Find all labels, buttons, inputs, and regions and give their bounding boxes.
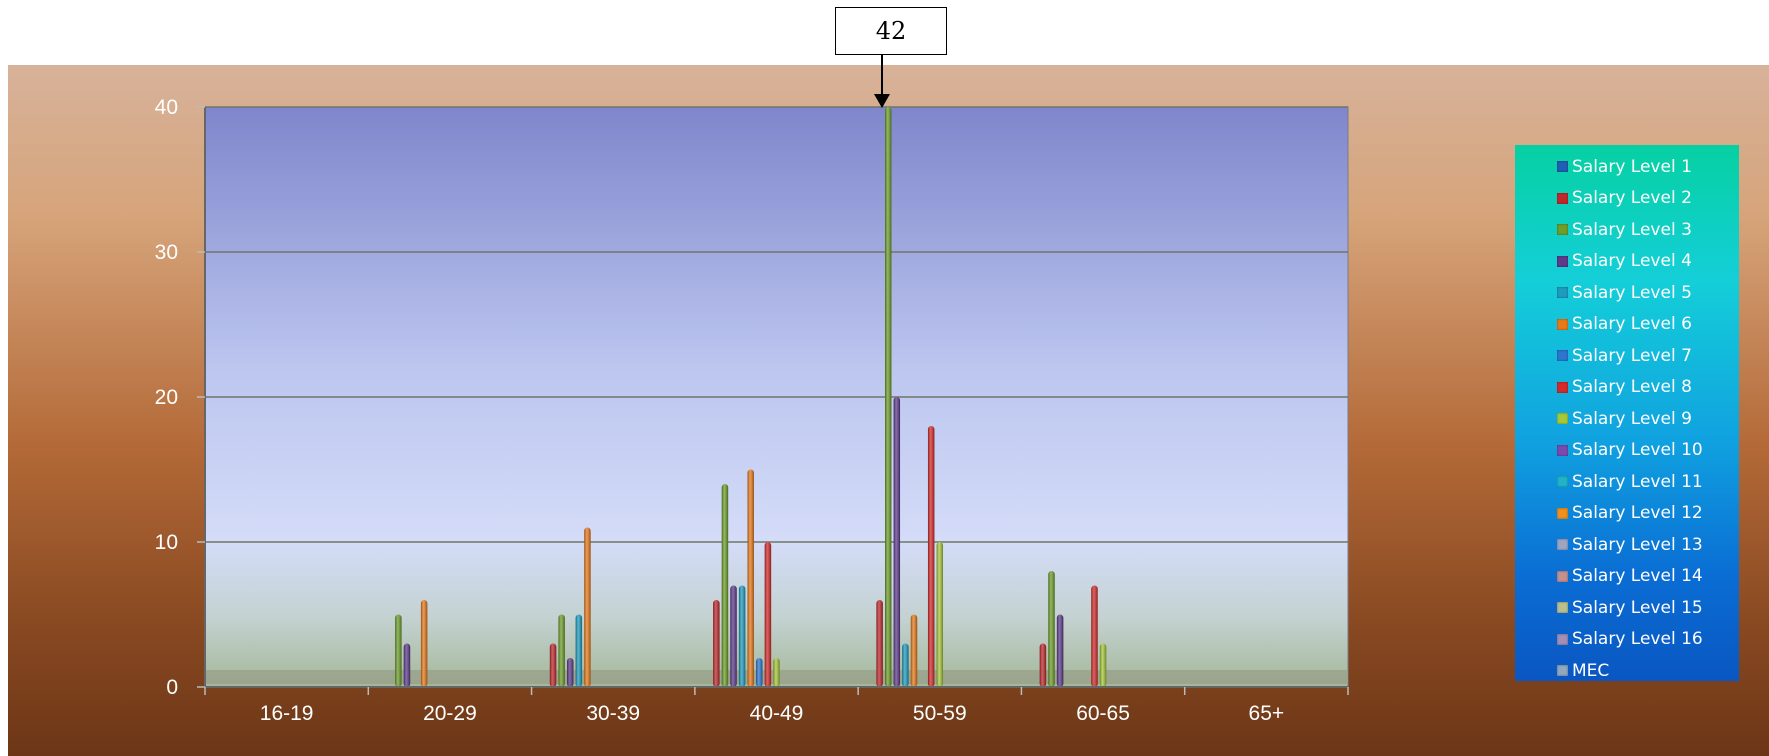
- x-tick-label: 50-59: [913, 702, 967, 725]
- y-tick-label: 20: [155, 386, 178, 409]
- x-tick-label: 60-65: [1076, 702, 1130, 725]
- legend-item: Salary Level 1: [1515, 151, 1739, 183]
- bar: [722, 484, 728, 687]
- legend-swatch: [1557, 445, 1568, 456]
- legend-item: Salary Level 6: [1515, 309, 1739, 341]
- legend-label: MEC: [1572, 661, 1609, 681]
- bar: [928, 426, 934, 687]
- bar: [911, 615, 917, 688]
- legend-swatch: [1557, 634, 1568, 645]
- legend-swatch: [1557, 571, 1568, 582]
- bar: [730, 586, 736, 688]
- y-tick-label: 30: [155, 241, 178, 264]
- legend-swatch: [1557, 193, 1568, 204]
- legend-label: Salary Level 6: [1572, 314, 1692, 334]
- legend-item: Salary Level 3: [1515, 214, 1739, 246]
- legend-label: Salary Level 15: [1572, 598, 1703, 618]
- bar: [567, 658, 573, 687]
- legend-swatch: [1557, 350, 1568, 361]
- legend-label: Salary Level 1: [1572, 157, 1692, 177]
- legend-label: Salary Level 2: [1572, 188, 1692, 208]
- bar: [937, 542, 943, 687]
- legend-item: Salary Level 13: [1515, 529, 1739, 561]
- legend-swatch: [1557, 287, 1568, 298]
- legend-label: Salary Level 13: [1572, 535, 1703, 555]
- legend-label: Salary Level 3: [1572, 220, 1692, 240]
- bar: [404, 644, 410, 688]
- legend-label: Salary Level 9: [1572, 409, 1692, 429]
- legend-swatch: [1557, 476, 1568, 487]
- legend-label: Salary Level 16: [1572, 629, 1703, 649]
- x-tick-label: 40-49: [750, 702, 804, 725]
- value-callout: 42: [835, 7, 947, 55]
- bar: [1048, 571, 1054, 687]
- legend-label: Salary Level 11: [1572, 472, 1703, 492]
- y-tick-label: 40: [155, 96, 178, 119]
- x-tick-label: 20-29: [423, 702, 477, 725]
- bar: [739, 586, 745, 688]
- legend-label: Salary Level 8: [1572, 377, 1692, 397]
- legend-item: MEC: [1515, 655, 1739, 687]
- legend-item: Salary Level 4: [1515, 246, 1739, 278]
- bar: [885, 107, 891, 687]
- bar: [584, 528, 590, 688]
- callout-arrow-head: [874, 94, 890, 108]
- legend-swatch: [1557, 508, 1568, 519]
- legend-label: Salary Level 10: [1572, 440, 1703, 460]
- legend-swatch: [1557, 602, 1568, 613]
- y-tick-label: 10: [155, 531, 178, 554]
- legend-item: Salary Level 11: [1515, 466, 1739, 498]
- bar: [1057, 615, 1063, 688]
- bar: [902, 644, 908, 688]
- bar: [1100, 644, 1106, 688]
- callout-value: 42: [876, 17, 907, 45]
- legend-item: Salary Level 14: [1515, 561, 1739, 593]
- bar: [765, 542, 771, 687]
- legend-swatch: [1557, 161, 1568, 172]
- legend-item: Salary Level 2: [1515, 183, 1739, 215]
- bar: [395, 615, 401, 688]
- legend-swatch: [1557, 319, 1568, 330]
- bar: [713, 600, 719, 687]
- bar: [894, 397, 900, 687]
- legend-item: Salary Level 12: [1515, 498, 1739, 530]
- legend-item: Salary Level 10: [1515, 435, 1739, 467]
- bar: [747, 470, 753, 688]
- legend-item: Salary Level 5: [1515, 277, 1739, 309]
- legend-item: Salary Level 9: [1515, 403, 1739, 435]
- bar: [1040, 644, 1046, 688]
- legend-label: Salary Level 5: [1572, 283, 1692, 303]
- legend-swatch: [1557, 224, 1568, 235]
- legend-label: Salary Level 7: [1572, 346, 1692, 366]
- bar: [773, 658, 779, 687]
- legend-label: Salary Level 12: [1572, 503, 1703, 523]
- legend-label: Salary Level 4: [1572, 251, 1692, 271]
- legend-swatch: [1557, 665, 1568, 676]
- legend-label: Salary Level 14: [1572, 566, 1703, 586]
- x-tick-label: 16-19: [260, 702, 314, 725]
- bar: [550, 644, 556, 688]
- legend-item: Salary Level 8: [1515, 372, 1739, 404]
- bar: [576, 615, 582, 688]
- y-tick-label: 0: [166, 676, 178, 699]
- legend-item: Salary Level 16: [1515, 624, 1739, 656]
- legend-swatch: [1557, 539, 1568, 550]
- legend-swatch: [1557, 256, 1568, 267]
- chart-legend: Salary Level 1 Salary Level 2 Salary Level…: [1515, 145, 1739, 681]
- legend-item: Salary Level 7: [1515, 340, 1739, 372]
- legend-swatch: [1557, 413, 1568, 424]
- x-tick-label: 30-39: [586, 702, 640, 725]
- x-tick-label: 65+: [1249, 702, 1285, 725]
- legend-item: Salary Level 15: [1515, 592, 1739, 624]
- bar: [876, 600, 882, 687]
- bar: [756, 658, 762, 687]
- bar: [1091, 586, 1097, 688]
- legend-swatch: [1557, 382, 1568, 393]
- bar: [558, 615, 564, 688]
- bar: [421, 600, 427, 687]
